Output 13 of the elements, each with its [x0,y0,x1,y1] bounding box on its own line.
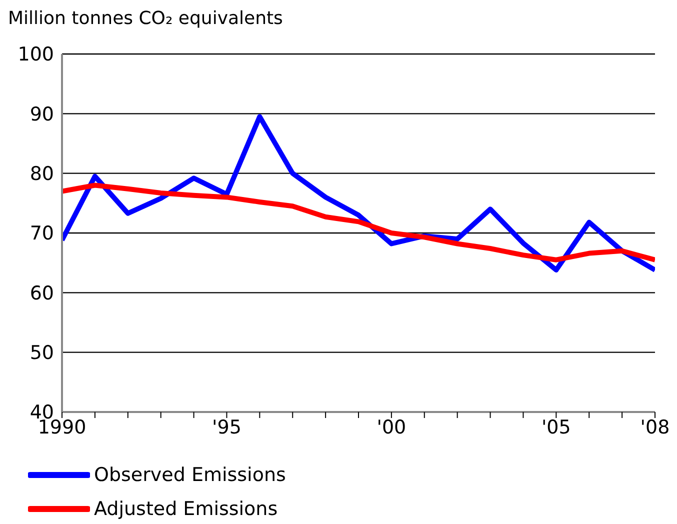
x-tick-label: '05 [541,416,571,438]
y-tick-label: 70 [30,222,54,245]
x-tick-label: '08 [640,416,670,438]
y-tick-label: 60 [30,282,54,304]
y-axis-title: Million tonnes CO₂ equivalents [8,8,284,31]
y-tick-label: 90 [30,103,54,126]
y-tick-label: 50 [30,342,54,364]
x-tick-label: '95 [212,416,242,438]
legend-label: Observed Emissions [94,464,286,486]
y-tick-label: 100 [18,44,54,66]
legend-label: Adjusted Emissions [94,498,278,520]
y-tick-label: 80 [30,163,54,186]
x-tick-label: '00 [376,416,406,438]
